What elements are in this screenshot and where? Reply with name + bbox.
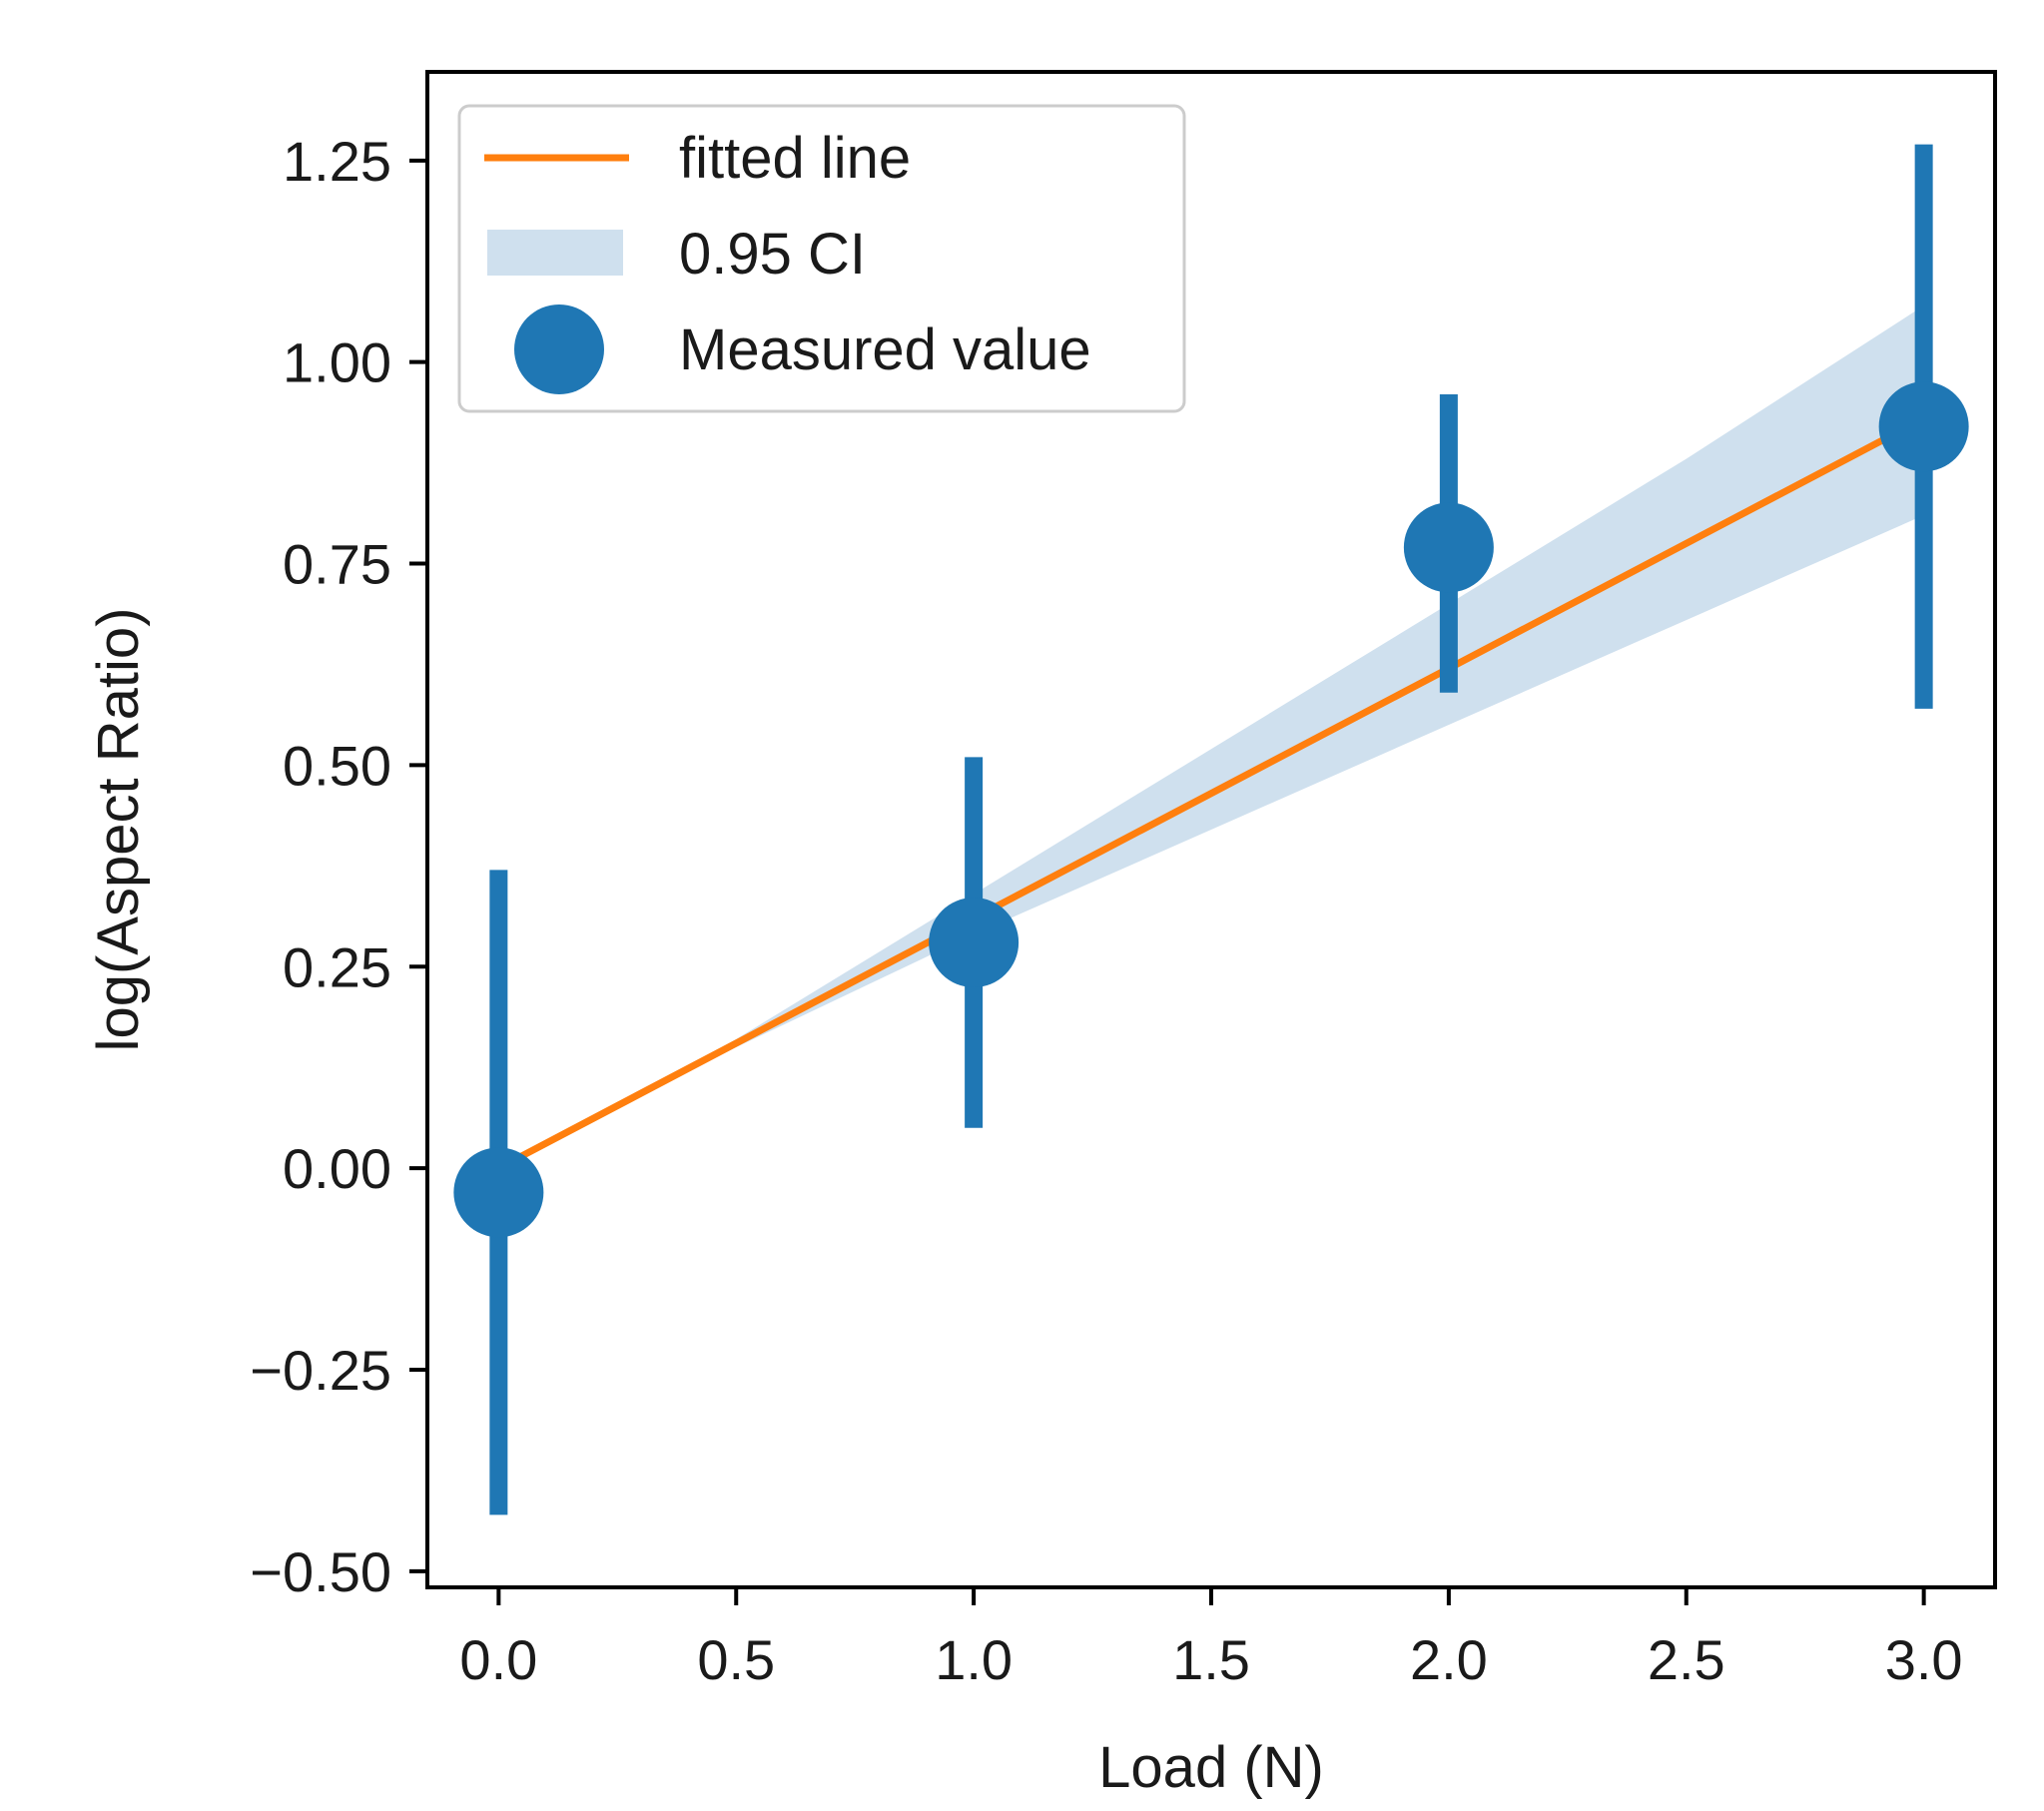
x-tick-label: 3.0 (1885, 1628, 1963, 1691)
y-tick-label: −0.25 (250, 1339, 391, 1402)
y-tick-label: 0.75 (283, 533, 391, 596)
plot-area (453, 144, 1969, 1515)
legend-label: 0.95 CI (679, 222, 866, 287)
y-axis-label: log(Aspect Ratio) (86, 608, 151, 1052)
x-tick-label: 2.0 (1410, 1628, 1488, 1691)
measured-point (453, 1147, 544, 1238)
x-tick-label: 2.5 (1648, 1628, 1725, 1691)
measured-point (929, 898, 1020, 988)
legend-measured-swatch (514, 304, 604, 394)
measured-point (1878, 381, 1969, 472)
legend-label: Measured value (679, 317, 1091, 382)
legend-box (457, 104, 1186, 413)
legend: fitted line 0.95 CI Measured value (457, 104, 1186, 413)
legend-label: fitted line (679, 126, 911, 191)
y-tick-label: 1.25 (283, 130, 391, 193)
x-axis-label: Load (N) (1098, 1735, 1324, 1800)
x-tick-label: 0.0 (459, 1628, 537, 1691)
x-tick-label: 1.0 (935, 1628, 1013, 1691)
ci-band (498, 305, 1924, 1169)
y-tick-label: −0.50 (250, 1540, 391, 1603)
axes: 0.0 0.5 1.0 1.5 2.0 2.5 3.0 −0.50 −0.25 0.00 0.25 0… (86, 70, 1997, 1800)
y-tick-label: 0.50 (283, 734, 391, 797)
x-tick-label: 1.5 (1172, 1628, 1250, 1691)
y-tick-label: 0.25 (283, 935, 391, 998)
fitted-line (496, 415, 1926, 1172)
y-tick-label: 1.00 (283, 331, 391, 394)
y-tick-label: 0.00 (283, 1137, 391, 1200)
measured-point (1403, 502, 1494, 593)
legend-ci-swatch (487, 230, 623, 276)
x-tick-label: 0.5 (697, 1628, 775, 1691)
